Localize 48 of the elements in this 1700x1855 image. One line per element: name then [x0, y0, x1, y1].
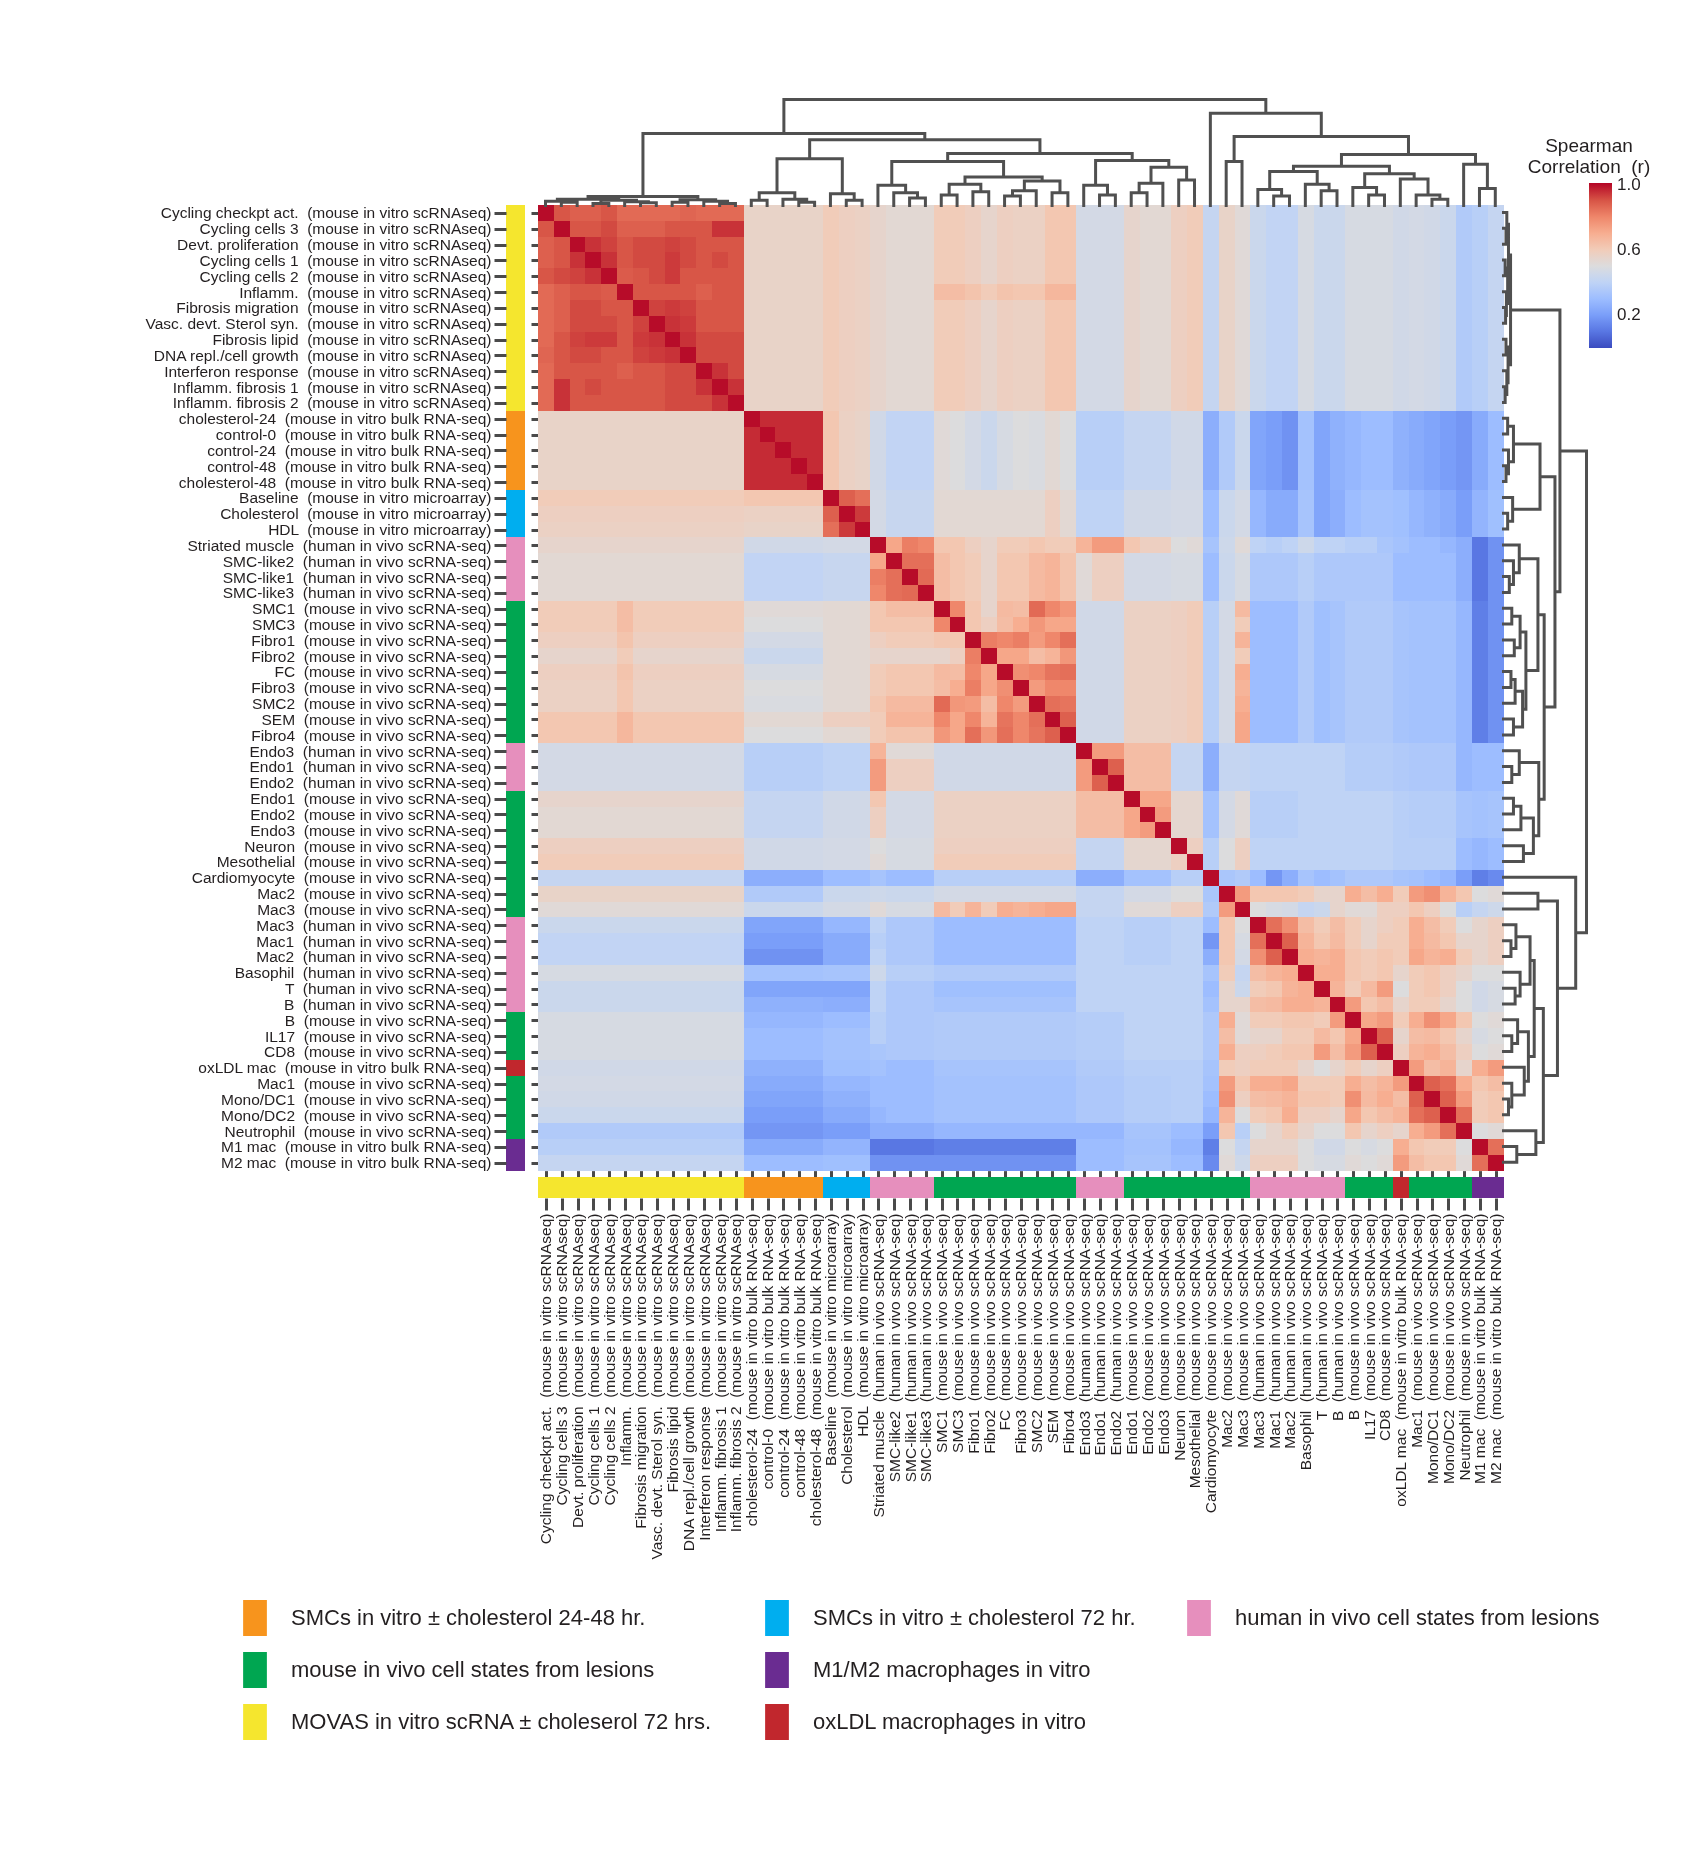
x-tick-label: T (human in vivo scRNA-seq)	[1313, 1213, 1331, 1420]
legend-label: oxLDL macrophages in vitro	[813, 1709, 1087, 1734]
x-tick-label: control-0 (mouse in vitro bulk RNA-seq)	[759, 1213, 777, 1490]
y-tick-label: Cycling checkpt act. (mouse in vitro scRNAseq)	[160, 204, 492, 222]
y-tick-label: Vasc. devt. Sterol syn. (mouse in vitro scRNAseq)	[145, 315, 492, 333]
x-tick-label: oxLDL mac (mouse in vitro bulk RNA-seq)	[1392, 1213, 1410, 1507]
x-tick-label: Endo2 (human in vivo scRNA-seq)	[1107, 1213, 1125, 1456]
y-tick-label: Cholesterol (mouse in vitro microarray)	[220, 505, 492, 523]
legend-label: SMCs in vitro ± cholesterol 72 hr.	[813, 1605, 1136, 1630]
x-tick-label: Mac1 (mouse in vivo scRNA-seq)	[1408, 1213, 1426, 1448]
x-tick-label: M2 mac (mouse in vitro bulk RNA-seq)	[1487, 1213, 1505, 1484]
x-tick-label: HDL (mouse in vitro microarray)	[854, 1213, 872, 1437]
legend-label: MOVAS in vitro scRNA ± choleserol 72 hrs.	[291, 1709, 712, 1734]
color-bar-label: 0.6	[1617, 239, 1641, 259]
y-tick-label: Mac2 (mouse in vivo scRNA-seq)	[257, 885, 492, 903]
x-tick-label: SMC2 (mouse in vivo scRNA-seq)	[1028, 1213, 1046, 1453]
color-bar-title: Spearman Correlation (r)	[1527, 135, 1651, 177]
y-tick-label: control-0 (mouse in vitro bulk RNA-seq)	[215, 426, 492, 444]
y-tick-label: T (human in vivo scRNA-seq)	[285, 980, 492, 998]
x-tick-label: Cardiomyocyte (mouse in vivo scRNA-seq)	[1202, 1213, 1220, 1514]
y-tick-label: SMC1 (mouse in vivo scRNA-seq)	[252, 600, 492, 618]
y-tick-label: Cycling cells 3 (mouse in vitro scRNAseq)	[199, 220, 492, 238]
y-tick-label: SMC2 (mouse in vivo scRNA-seq)	[252, 695, 492, 713]
legend-label: SMCs in vitro ± cholesterol 24-48 hr.	[291, 1605, 646, 1630]
x-tick-label: Basophil (human in vivo scRNA-seq)	[1297, 1213, 1315, 1471]
y-tick-label: Fibro3 (mouse in vivo scRNA-seq)	[251, 679, 492, 697]
y-tick-label: HDL (mouse in vitro microarray)	[268, 521, 492, 539]
y-tick-label: Mac1 (mouse in vivo scRNA-seq)	[257, 1075, 492, 1093]
y-tick-label: oxLDL mac (mouse in vitro bulk RNA-seq)	[198, 1059, 492, 1077]
y-tick-label: M2 mac (mouse in vitro bulk RNA-seq)	[221, 1154, 492, 1172]
y-tick-label: Devt. proliferation (mouse in vitro scRNAseq)	[177, 236, 492, 254]
legend-label: human in vivo cell states from lesions	[1235, 1605, 1600, 1630]
y-tick-label: Cardiomyocyte (mouse in vivo scRNA-seq)	[191, 869, 492, 887]
x-tick-label: Cholesterol (mouse in vitro microarray)	[838, 1213, 856, 1485]
x-tick-label: Fibrosis lipid (mouse in vitro scRNAseq)	[664, 1213, 682, 1493]
x-tick-label: Mac2 (mouse in vivo scRNA-seq)	[1218, 1213, 1236, 1448]
x-tick-label: cholesterol-24 (mouse in vitro bulk RNA-seq)	[743, 1213, 761, 1527]
y-tick-label: cholesterol-24 (mouse in vitro bulk RNA-seq)	[178, 410, 492, 428]
y-tick-label: Basophil (human in vivo scRNA-seq)	[234, 964, 492, 982]
y-tick-label: Endo2 (human in vivo scRNA-seq)	[249, 774, 492, 792]
legend-label: mouse in vivo cell states from lesions	[291, 1657, 655, 1682]
x-tick-label: Fibro3 (mouse in vivo scRNA-seq)	[1012, 1213, 1030, 1454]
x-tick-label: SMC1 (mouse in vivo scRNA-seq)	[933, 1213, 951, 1453]
y-tick-label: Endo1 (mouse in vivo scRNA-seq)	[250, 790, 492, 808]
color-bar-label: 0.2	[1617, 305, 1641, 325]
y-tick-label: Fibrosis lipid (mouse in vitro scRNAseq)	[212, 331, 492, 349]
x-tick-label: Endo1 (mouse in vivo scRNA-seq)	[1123, 1213, 1141, 1455]
legend-label: M1/M2 macrophages in vitro	[813, 1657, 1091, 1682]
